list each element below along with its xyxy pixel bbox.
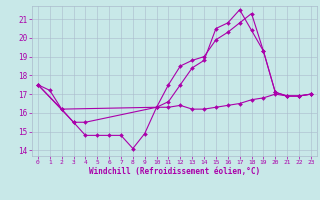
X-axis label: Windchill (Refroidissement éolien,°C): Windchill (Refroidissement éolien,°C) [89, 167, 260, 176]
